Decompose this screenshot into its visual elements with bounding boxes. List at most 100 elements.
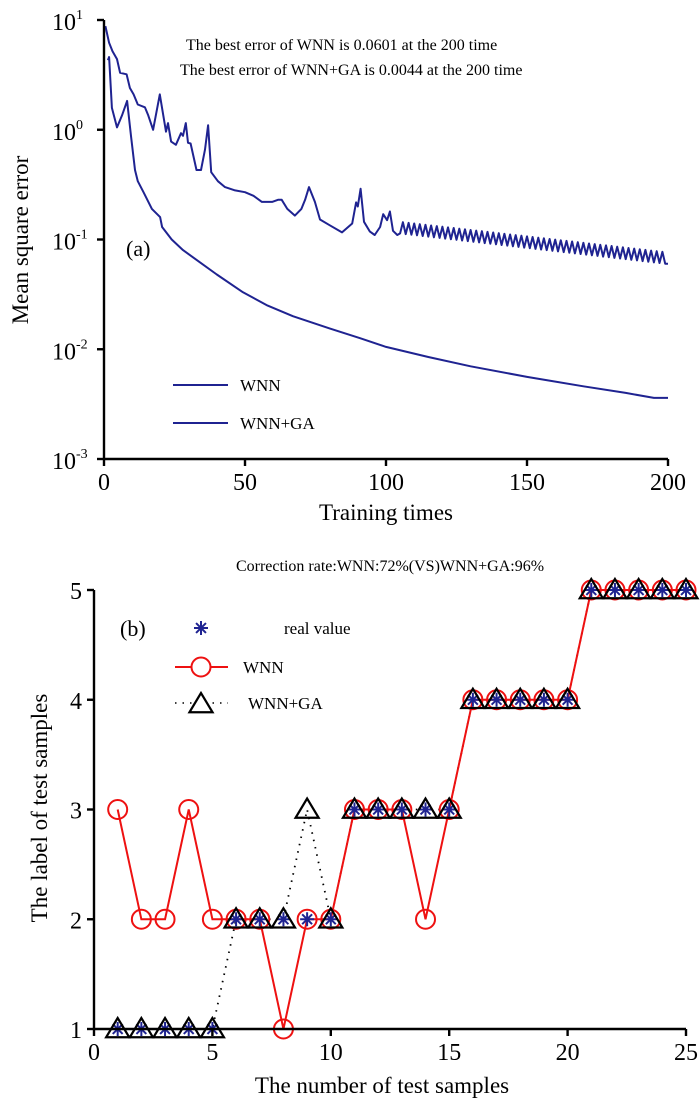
- chart-b-y-tick-label: 5: [70, 579, 82, 605]
- chart-b-wnn-ga-marker: [222, 906, 250, 929]
- chart-a-y-tick-label: 10-1: [52, 228, 88, 256]
- chart-b-real-value-marker: [465, 692, 480, 707]
- chart-b: Correction rate:WNN:72%(VS)WNN+GA:96% (b…: [27, 558, 700, 1098]
- chart-b-wnn-ga-marker: [577, 576, 605, 600]
- chart-b-y-axis-title: The label of test samples: [27, 694, 52, 923]
- chart-b-real-value-marker: [347, 802, 362, 817]
- chart-a-series-wnn-ga: [106, 56, 668, 399]
- chart-a-y-tick-label: 101: [52, 8, 83, 36]
- chart-b-wnn-ga-marker: [364, 796, 392, 819]
- chart-a-annotation-1: The best error of WNN is 0.0601 at the 2…: [186, 37, 497, 54]
- chart-b-legend-marker-wnn: [190, 656, 212, 678]
- chart-a-legend: WNN WNN+GA: [173, 376, 315, 433]
- chart-b-wnn-ga-marker: [127, 1015, 155, 1039]
- chart-b-wnn-marker: [296, 908, 318, 930]
- chart-a-x-tick-label: 200: [650, 470, 686, 496]
- chart-b-legend-label-wnn: WNN: [243, 658, 284, 677]
- chart-b-legend-label-real-value: real value: [284, 619, 351, 638]
- chart-b-real-value-marker: [371, 802, 386, 817]
- chart-b-real-value-marker: [560, 692, 575, 707]
- chart-b-real-value-marker: [300, 912, 315, 927]
- chart-b-real-value-marker: [276, 912, 291, 927]
- chart-b-wnn-ga-marker: [269, 906, 297, 929]
- chart-b-wnn-ga-marker: [175, 1015, 203, 1039]
- chart-b-wnn-marker: [154, 908, 176, 930]
- chart-b-title: Correction rate:WNN:72%(VS)WNN+GA:96%: [236, 558, 544, 575]
- chart-a-axes: 0 50 100 150 200 101 100 10-1 10-2 10-3: [52, 8, 686, 496]
- chart-b-wnn-ga-marker: [506, 686, 534, 710]
- chart-a-series-wnn: [104, 25, 669, 265]
- chart-a-y-tick-label: 10-2: [52, 337, 88, 365]
- chart-b-real-value-marker: [442, 802, 457, 817]
- chart-a-y-tick-label: 10-3: [52, 447, 88, 475]
- chart-b-wnn-ga-marker: [483, 686, 511, 710]
- chart-b-y-tick-label: 2: [70, 908, 82, 934]
- chart-b-x-tick-label: 10: [319, 1040, 343, 1066]
- chart-b-real-value-marker: [655, 583, 670, 597]
- chart-b-real-value-marker: [607, 583, 622, 597]
- chart-a-x-tick-label: 0: [98, 470, 110, 496]
- chart-a-annotation-2: The best error of WNN+GA is 0.0044 at th…: [180, 62, 522, 79]
- chart-a-x-tick-label: 100: [368, 470, 404, 496]
- chart-b-x-tick-label: 20: [556, 1040, 580, 1066]
- chart-b-x-tick-label: 0: [88, 1040, 100, 1066]
- chart-b-real-value-marker: [418, 802, 433, 817]
- chart-b-wnn-ga-marker: [340, 796, 368, 819]
- chart-b-axes: 0 5 10 15 20 25 1 2 3 4 5: [70, 579, 698, 1066]
- chart-b-y-tick-label: 3: [70, 799, 82, 825]
- chart-b-legend-marker-wnn-ga: [187, 690, 215, 714]
- chart-b-wnn-ga-marker: [198, 1015, 226, 1039]
- chart-a-legend-label-wnn: WNN: [240, 376, 281, 395]
- chart-a-legend-label-wnn-ga: WNN+GA: [240, 414, 315, 433]
- chart-b-wnn-marker: [178, 799, 200, 820]
- chart-a-x-tick-label: 50: [233, 470, 257, 496]
- chart-b-real-value-marker: [489, 692, 504, 707]
- chart-b-x-tick-label: 5: [206, 1040, 218, 1066]
- chart-b-wnn-marker: [415, 908, 437, 930]
- chart-b-x-tick-label: 25: [674, 1040, 698, 1066]
- chart-b-real-value-marker: [631, 583, 646, 597]
- chart-b-real-value-marker: [229, 912, 244, 927]
- chart-b-wnn-ga-marker: [246, 906, 274, 929]
- chart-b-real-value-marker: [252, 912, 267, 927]
- chart-b-real-value-marker: [323, 912, 338, 927]
- chart-a-panel-label: (a): [126, 236, 150, 261]
- chart-b-real-value-marker: [394, 802, 409, 817]
- chart-b-real-value-marker: [584, 583, 599, 597]
- chart-b-legend-label-wnn-ga: WNN+GA: [248, 694, 323, 713]
- chart-b-wnn-marker: [107, 799, 129, 820]
- chart-b-wnn-ga-marker: [672, 576, 700, 600]
- chart-b-wnn-ga-marker: [435, 796, 463, 819]
- chart-a: The best error of WNN is 0.0601 at the 2…: [8, 8, 686, 525]
- chart-b-y-tick-label: 4: [70, 689, 82, 715]
- chart-b-wnn-ga-marker: [104, 1015, 132, 1039]
- chart-b-wnn-ga-marker: [412, 796, 440, 819]
- chart-a-y-axis-title: Mean square error: [8, 155, 33, 324]
- chart-b-wnn-ga-marker: [317, 906, 345, 929]
- chart-b-wnn-marker: [130, 908, 152, 930]
- asterisk-icon: [194, 621, 208, 635]
- chart-b-wnn-ga-marker: [459, 686, 487, 710]
- chart-a-y-tick-label: 100: [52, 118, 83, 146]
- chart-b-wnn-ga-marker: [625, 576, 653, 600]
- chart-b-real-value-marker: [536, 692, 551, 707]
- chart-b-series-group: [104, 576, 700, 1040]
- chart-a-x-tick-label: 150: [509, 470, 545, 496]
- chart-b-wnn-marker: [201, 908, 223, 930]
- chart-b-y-tick-label: 1: [70, 1018, 82, 1044]
- chart-b-wnn-ga-marker: [151, 1015, 179, 1039]
- chart-b-x-tick-label: 15: [437, 1040, 461, 1066]
- chart-b-wnn-ga-marker: [648, 576, 676, 600]
- chart-b-wnn-ga-marker: [530, 686, 558, 710]
- chart-b-wnn-ga-marker: [554, 686, 582, 710]
- chart-b-real-value-marker: [679, 583, 693, 597]
- chart-a-series-group: [104, 25, 669, 399]
- chart-b-wnn-ga-marker: [293, 796, 321, 819]
- chart-b-panel-label: (b): [120, 616, 146, 641]
- triangle-icon: [187, 690, 215, 714]
- chart-b-legend: real value WNN WNN+GA: [175, 619, 351, 714]
- chart-b-wnn-ga-marker: [388, 796, 416, 819]
- chart-b-real-value-marker: [513, 692, 528, 707]
- chart-b-x-axis-title: The number of test samples: [255, 1073, 509, 1098]
